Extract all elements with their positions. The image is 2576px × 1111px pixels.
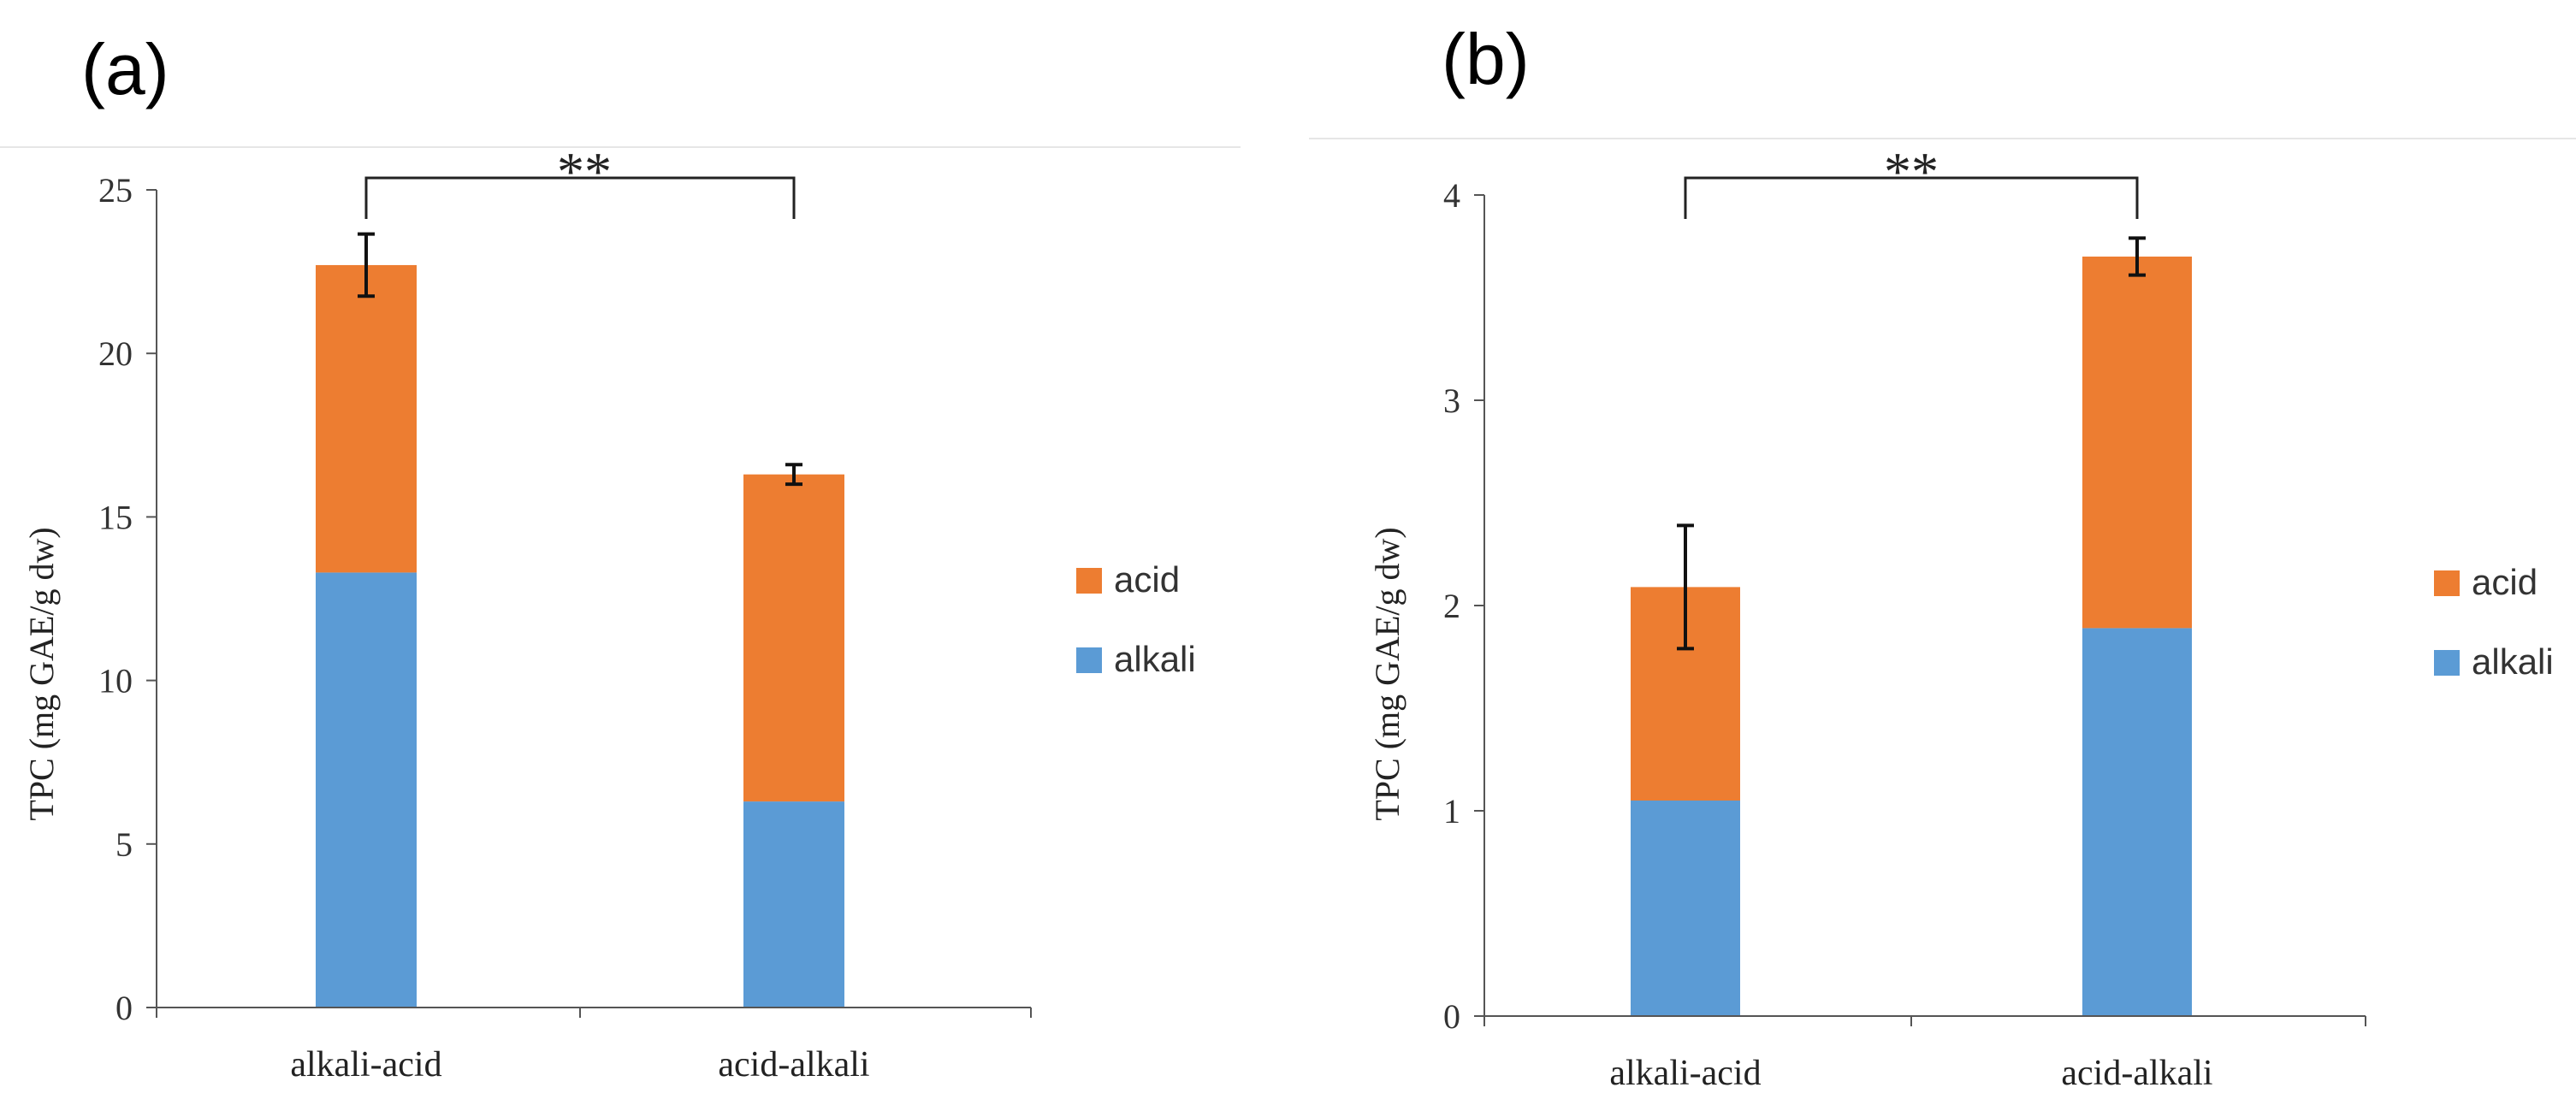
bar-alkali-alkali-acid (316, 572, 417, 1008)
y-tick-label: 25 (98, 171, 133, 210)
x-tick-label: acid-alkali (2061, 1054, 2212, 1093)
bar-alkali-acid-alkali (743, 801, 844, 1008)
significance-label: ** (1884, 141, 1939, 202)
bar-acid-acid-alkali (2082, 257, 2192, 629)
legend-swatch-acid (2434, 570, 2460, 596)
panel-label-b: (b) (1442, 19, 1530, 99)
y-tick-label: 2 (1443, 587, 1460, 625)
axes: 0 5 10 15 20 25 alkali-acid acid-alkali (98, 171, 1032, 1084)
legend-label-acid: acid (2472, 562, 2538, 602)
bar-acid-alkali-acid (316, 264, 417, 573)
legend: acid alkali (1076, 559, 1196, 679)
y-tick-label: 1 (1443, 792, 1460, 830)
y-tick-label: 0 (115, 989, 133, 1027)
y-tick-label: 15 (98, 498, 133, 536)
y-tick-label: 5 (115, 825, 133, 864)
legend-label-alkali: alkali (2472, 641, 2554, 682)
legend-swatch-acid (1076, 568, 1102, 594)
legend-label-acid: acid (1114, 559, 1180, 600)
y-axis-title: TPC (mg GAE/g dw) (22, 527, 61, 820)
y-axis-title: TPC (mg GAE/g dw) (1368, 527, 1406, 820)
y-tick-label: 0 (1443, 997, 1460, 1036)
bar-marks (316, 232, 844, 1008)
y-tick-label: 20 (98, 334, 133, 373)
y-tick-label: 10 (98, 662, 133, 700)
significance-line (364, 176, 796, 219)
x-tick-label: alkali-acid (290, 1045, 441, 1084)
significance-line (1684, 176, 2139, 219)
legend-swatch-alkali (1076, 647, 1102, 673)
y-tick-label: 3 (1443, 381, 1460, 420)
significance-bracket: ** (1684, 141, 2139, 219)
x-tick-label: acid-alkali (718, 1045, 869, 1084)
x-tick-label: alkali-acid (1609, 1054, 1761, 1093)
y-tick-label: 4 (1443, 176, 1460, 215)
axes: 0 1 2 3 4 alkali-acid acid-alkali (1443, 176, 2366, 1093)
legend: acid alkali (2434, 562, 2554, 682)
bar-acid-acid-alkali (743, 474, 844, 802)
significance-label: ** (557, 141, 612, 202)
chart-panel-a: (a) 0 5 10 15 20 25 alkali-acid acid-alkali TPC… (0, 29, 1241, 1084)
bar-alkali-alkali-acid (1631, 801, 1740, 1016)
chart-panel-b: (b) 0 1 2 3 4 alkali-acid acid-alkali TPC (mg … (1309, 19, 2576, 1093)
legend-label-alkali: alkali (1114, 639, 1196, 679)
legend-swatch-alkali (2434, 650, 2460, 676)
significance-bracket: ** (364, 141, 796, 219)
bar-alkali-acid-alkali (2082, 628, 2192, 1016)
panel-label-a: (a) (81, 29, 169, 109)
bar-marks (1631, 236, 2192, 1016)
